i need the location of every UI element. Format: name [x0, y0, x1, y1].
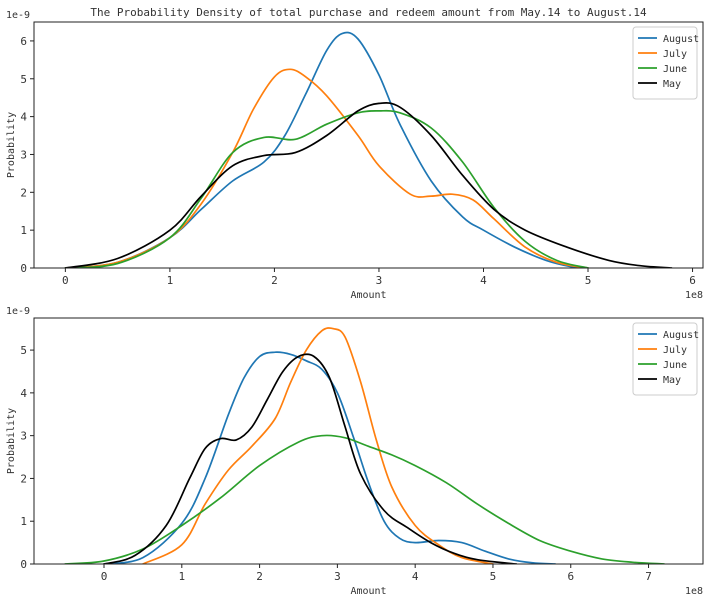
series-line-july	[142, 327, 494, 564]
y-tick-label: 5	[20, 73, 27, 86]
y-tick-label: 6	[20, 35, 27, 48]
x-axis-label: Amount	[350, 290, 386, 301]
y-tick-label: 4	[20, 387, 27, 400]
plot-frame	[33, 21, 704, 269]
series-line-august	[103, 351, 557, 564]
legend: August July June May	[632, 322, 699, 396]
x-offset-label: 1e8	[685, 586, 703, 597]
x-tick-label: 0	[101, 570, 108, 583]
y-tick-label: 2	[20, 186, 27, 199]
x-tick-label: 1	[167, 274, 174, 287]
bottom-density-chart: 0 1 2 3 4 5 6 7 0 1 2 3 4 5 1e-9 1e8 Amount Probability Au…	[6, 306, 704, 597]
series-line-june	[64, 434, 665, 564]
y-tick-label: 2	[20, 472, 27, 485]
y-axis-label: Probability	[6, 408, 17, 474]
legend-label-august: August	[663, 34, 699, 45]
top-density-chart: The Probability Density of total purchas…	[6, 6, 704, 301]
legend-label-august: August	[663, 330, 699, 341]
legend-label-may: May	[663, 79, 681, 90]
y-offset-label: 1e-9	[6, 306, 30, 317]
y-tick-label: 3	[20, 148, 27, 161]
series-line-june	[64, 109, 589, 268]
x-offset-label: 1e8	[685, 290, 703, 301]
legend: August July June May	[632, 26, 699, 100]
series-line-august	[64, 31, 589, 268]
x-tick-label: 4	[412, 570, 419, 583]
x-tick-label: 5	[490, 570, 497, 583]
legend-label-june: June	[663, 360, 687, 371]
x-tick-label: 5	[585, 274, 592, 287]
y-tick-label: 0	[20, 558, 27, 571]
series-line-july	[64, 68, 589, 268]
x-tick-label: 1	[178, 570, 185, 583]
y-tick-label: 4	[20, 111, 27, 124]
plot-frame	[33, 317, 704, 565]
legend-box	[632, 322, 698, 396]
series-line-may	[64, 102, 673, 268]
legend-box	[632, 26, 698, 100]
x-tick-label: 6	[689, 274, 696, 287]
x-axis-label: Amount	[350, 586, 386, 597]
legend-label-july: July	[663, 49, 687, 60]
legend-label-may: May	[663, 375, 681, 386]
y-tick-label: 5	[20, 344, 27, 357]
y-tick-label: 0	[20, 262, 27, 275]
legend-label-july: July	[663, 345, 687, 356]
x-tick-label: 7	[645, 570, 652, 583]
y-tick-label: 1	[20, 515, 27, 528]
chart-title: The Probability Density of total purchas…	[90, 6, 647, 19]
legend-label-june: June	[663, 64, 687, 75]
y-tick-label: 1	[20, 224, 27, 237]
y-axis-label: Probability	[6, 112, 17, 178]
y-offset-label: 1e-9	[6, 10, 30, 21]
x-tick-label: 3	[334, 570, 341, 583]
series-lines	[64, 327, 665, 564]
y-tick-label: 3	[20, 430, 27, 443]
series-lines	[64, 31, 673, 268]
x-tick-label: 0	[62, 274, 69, 287]
x-tick-label: 2	[271, 274, 278, 287]
x-tick-label: 6	[567, 570, 574, 583]
x-tick-label: 2	[256, 570, 263, 583]
x-tick-label: 3	[376, 274, 383, 287]
x-tick-label: 4	[480, 274, 487, 287]
series-line-may	[103, 353, 518, 564]
